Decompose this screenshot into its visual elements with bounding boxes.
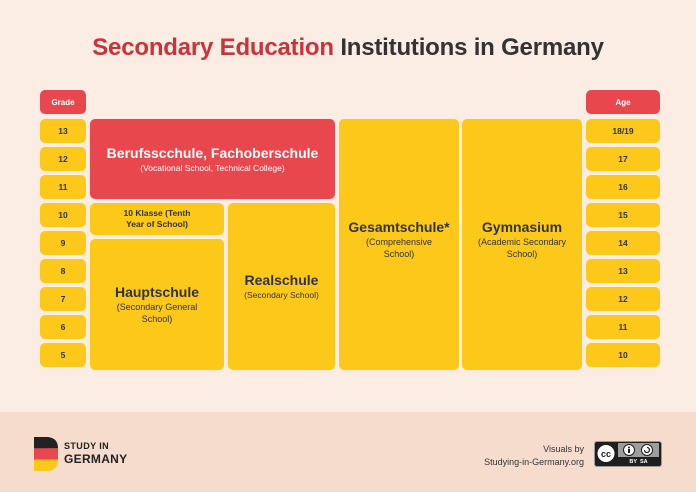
- age-value: 12: [618, 294, 628, 304]
- cc-by-sa-icon: cc BY SA: [596, 443, 659, 465]
- title-rest: Institutions in Germany: [340, 34, 604, 61]
- credit: Visuals by Studying-in-Germany.org: [484, 443, 584, 469]
- grade-value: 5: [60, 350, 66, 360]
- gesamtschule-desc-line1: (Comprehensive: [365, 237, 433, 247]
- age-cell: 16: [586, 175, 660, 199]
- grade-value: 12: [58, 154, 68, 164]
- age-cell: 10: [586, 343, 660, 367]
- credit-line2: Studying-in-Germany.org: [484, 457, 584, 467]
- age-cell: 11: [586, 315, 660, 339]
- grade-cell: 7: [40, 287, 86, 311]
- gymnasium-block: Gymnasium (Academic Secondary School): [462, 119, 582, 370]
- grade-cell: 11: [40, 175, 86, 199]
- age-value: 18/19: [612, 126, 634, 136]
- age-value: 11: [618, 322, 628, 332]
- hauptschule-desc-line1: (Secondary General: [116, 302, 198, 312]
- grade-header-label: Grade: [51, 97, 75, 107]
- age-value: 14: [618, 238, 628, 248]
- klasse10-block: 10 Klasse (Tenth Year of School): [90, 203, 224, 235]
- berufsschule-desc: (Vocational School, Technical College): [140, 162, 285, 173]
- grade-value: 7: [60, 294, 66, 304]
- grade-cell: 8: [40, 259, 86, 283]
- license-text: BY SA: [629, 459, 647, 465]
- title-accent: Secondary Education: [92, 34, 334, 61]
- klasse10-line2: Year of School): [126, 219, 188, 229]
- realschule-name: Realschule: [244, 272, 319, 288]
- grade-cell: 9: [40, 231, 86, 255]
- grade-cell: 12: [40, 147, 86, 171]
- gymnasium-desc-line1: (Academic Secondary: [477, 237, 567, 247]
- berufsschule-name: Berufsscchule, Fachoberschule: [106, 144, 319, 161]
- grade-cell: 13: [40, 119, 86, 143]
- age-value: 10: [618, 350, 628, 360]
- grade-value: 13: [58, 126, 68, 136]
- berufsschule-block: Berufsscchule, Fachoberschule (Vocationa…: [90, 119, 335, 199]
- grade-cell: 5: [40, 343, 86, 367]
- age-value: 17: [618, 154, 628, 164]
- grade-value: 10: [58, 210, 68, 220]
- hauptschule-name: Hauptschule: [114, 284, 199, 300]
- gymnasium-desc-line2: School): [506, 249, 538, 259]
- age-value: 16: [618, 182, 628, 192]
- cc-license-badge: cc BY SA: [594, 441, 662, 467]
- age-header: Age: [586, 90, 660, 114]
- age-cell: 12: [586, 287, 660, 311]
- realschule-desc: (Secondary School): [244, 290, 319, 300]
- logo-text: STUDY IN GERMANY: [64, 440, 127, 466]
- page-title: Secondary Education Institutions in Germ…: [0, 34, 696, 62]
- gymnasium-name: Gymnasium: [481, 219, 563, 235]
- german-flag-logo-icon: [34, 437, 58, 471]
- gesamtschule-name: Gesamtschule*: [348, 219, 450, 235]
- gesamtschule-block: Gesamtschule* (Comprehensive School): [339, 119, 459, 370]
- age-header-label: Age: [615, 97, 631, 107]
- grade-header: Grade: [40, 90, 86, 114]
- logo-line2: GERMANY: [64, 452, 128, 466]
- age-cell: 18/19: [586, 119, 660, 143]
- klasse10-line1: 10 Klasse (Tenth: [123, 208, 191, 218]
- age-cell: 17: [586, 147, 660, 171]
- grade-cell: 6: [40, 315, 86, 339]
- age-cell: 13: [586, 259, 660, 283]
- grade-value: 11: [58, 182, 68, 192]
- logo-line1: STUDY IN: [64, 441, 110, 451]
- hauptschule-block: Hauptschule (Secondary General School): [90, 239, 224, 370]
- footer: [0, 412, 696, 492]
- grade-value: 9: [60, 238, 66, 248]
- grade-cell: 10: [40, 203, 86, 227]
- realschule-block: Realschule (Secondary School): [228, 203, 335, 370]
- age-cell: 14: [586, 231, 660, 255]
- cc-text: cc: [601, 449, 611, 459]
- age-cell: 15: [586, 203, 660, 227]
- gesamtschule-desc-line2: School): [383, 249, 415, 259]
- age-value: 15: [618, 210, 628, 220]
- credit-line1: Visuals by: [543, 444, 584, 454]
- hauptschule-desc-line2: School): [141, 314, 173, 324]
- grade-value: 6: [60, 322, 66, 332]
- age-value: 13: [618, 266, 628, 276]
- grade-value: 8: [60, 266, 66, 276]
